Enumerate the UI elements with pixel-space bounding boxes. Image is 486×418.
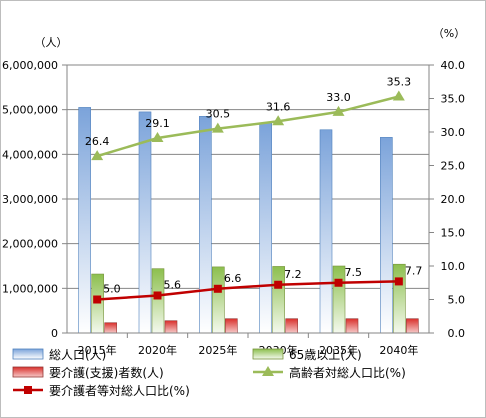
x-tick-label: 2035年 bbox=[319, 343, 358, 357]
legend-swatch bbox=[252, 348, 284, 360]
bar bbox=[272, 266, 285, 334]
bar bbox=[285, 318, 298, 334]
y-right-tick-label: 35.0 bbox=[441, 93, 466, 106]
triangle-marker bbox=[91, 150, 104, 161]
bar bbox=[138, 111, 152, 334]
square-marker bbox=[153, 291, 162, 300]
square-marker bbox=[93, 295, 102, 304]
triangle-marker bbox=[211, 122, 224, 133]
square-marker bbox=[213, 284, 222, 293]
data-label: 7.7 bbox=[405, 264, 423, 277]
bar bbox=[104, 322, 117, 334]
y-left-tick-label: 2,000,000 bbox=[2, 238, 58, 251]
data-label: 31.6 bbox=[266, 100, 291, 113]
x-tick-label: 2015年 bbox=[78, 343, 117, 357]
y-right-tick-label: 30.0 bbox=[441, 126, 466, 139]
data-label: 30.5 bbox=[206, 108, 231, 121]
legend-label: 総人口(人) bbox=[49, 348, 106, 362]
y-right-tick-label: 20.0 bbox=[441, 193, 466, 206]
bar bbox=[225, 318, 238, 334]
data-label: 26.4 bbox=[85, 135, 110, 148]
bar bbox=[151, 268, 165, 334]
legend: 総人口(人) 65歳以上(人) 要介護(支援)者数(人) 高齢者対総人口比(%) 要介護… bbox=[12, 348, 406, 398]
bar bbox=[380, 137, 393, 334]
x-tick-label: 2025年 bbox=[198, 343, 237, 357]
triangle-marker bbox=[272, 115, 285, 126]
y-right-tick-label: 40.0 bbox=[441, 59, 466, 72]
data-labels: 26.4 29.1 30.5 31.6 33.0 35.3 5.0 5.6 6.6 7.2 7.5 7… bbox=[85, 75, 422, 295]
legend-marker bbox=[24, 386, 32, 394]
x-tick-label: 2020年 bbox=[138, 343, 177, 357]
y-left-tick-label: 4,000,000 bbox=[2, 148, 58, 161]
y-left-tick-label: 5,000,000 bbox=[2, 104, 58, 117]
y-left-tick-label: 0 bbox=[51, 327, 58, 340]
lines bbox=[91, 90, 405, 304]
square-marker bbox=[334, 278, 343, 287]
data-label: 7.5 bbox=[345, 266, 363, 279]
data-label: 6.6 bbox=[224, 272, 242, 285]
right-axis-unit: （%） bbox=[433, 27, 465, 40]
data-label: 5.6 bbox=[164, 278, 182, 291]
legend-swatch bbox=[12, 348, 44, 360]
legend-marker bbox=[262, 366, 274, 376]
left-axis-unit: （人） bbox=[35, 36, 68, 49]
legend-label: 高齢者対総人口比(%) bbox=[289, 365, 406, 380]
legend-label: 要介護(支援)者数(人) bbox=[49, 365, 164, 380]
data-label: 7.2 bbox=[284, 268, 302, 281]
y-right-tick-label: 10.0 bbox=[441, 260, 466, 273]
y-right-tick-label: 5.0 bbox=[448, 294, 466, 307]
axes: （人） （%） 0 1,000,000 2,000,000 3,000,000 4,00… bbox=[2, 27, 465, 357]
y-left-tick-label: 3,000,000 bbox=[2, 193, 58, 206]
x-tick-label: 2040年 bbox=[379, 343, 418, 357]
square-marker bbox=[394, 277, 403, 286]
bar bbox=[393, 263, 406, 334]
data-label: 35.3 bbox=[387, 75, 412, 88]
y-left-tick-label: 1,000,000 bbox=[2, 282, 58, 295]
legend-swatch bbox=[12, 366, 44, 378]
bar bbox=[91, 273, 104, 334]
bar bbox=[259, 122, 272, 334]
triangle-marker bbox=[332, 105, 345, 116]
triangle-marker bbox=[151, 132, 164, 143]
y-right-tick-label: 15.0 bbox=[441, 227, 466, 240]
data-label: 5.0 bbox=[103, 283, 121, 296]
bar bbox=[164, 320, 178, 334]
triangle-marker bbox=[392, 90, 405, 101]
y-right-tick-label: 25.0 bbox=[441, 160, 466, 173]
y-right-tick-label: 0.0 bbox=[448, 327, 466, 340]
data-label: 29.1 bbox=[145, 117, 170, 130]
square-marker bbox=[274, 280, 283, 289]
legend-label: 65歳以上(人) bbox=[289, 348, 362, 362]
bars bbox=[78, 107, 419, 334]
bar bbox=[212, 266, 225, 334]
legend-label: 要介護者等対総人口比(%) bbox=[49, 383, 190, 398]
y-left-tick-label: 6,000,000 bbox=[2, 59, 58, 72]
bar bbox=[199, 116, 212, 334]
bar bbox=[332, 265, 346, 334]
series-line bbox=[96, 95, 400, 158]
bar bbox=[406, 318, 419, 334]
bar bbox=[319, 129, 333, 334]
bar bbox=[345, 318, 359, 334]
series-line bbox=[97, 280, 399, 301]
data-label: 33.0 bbox=[326, 91, 351, 104]
gridlines bbox=[67, 64, 429, 289]
